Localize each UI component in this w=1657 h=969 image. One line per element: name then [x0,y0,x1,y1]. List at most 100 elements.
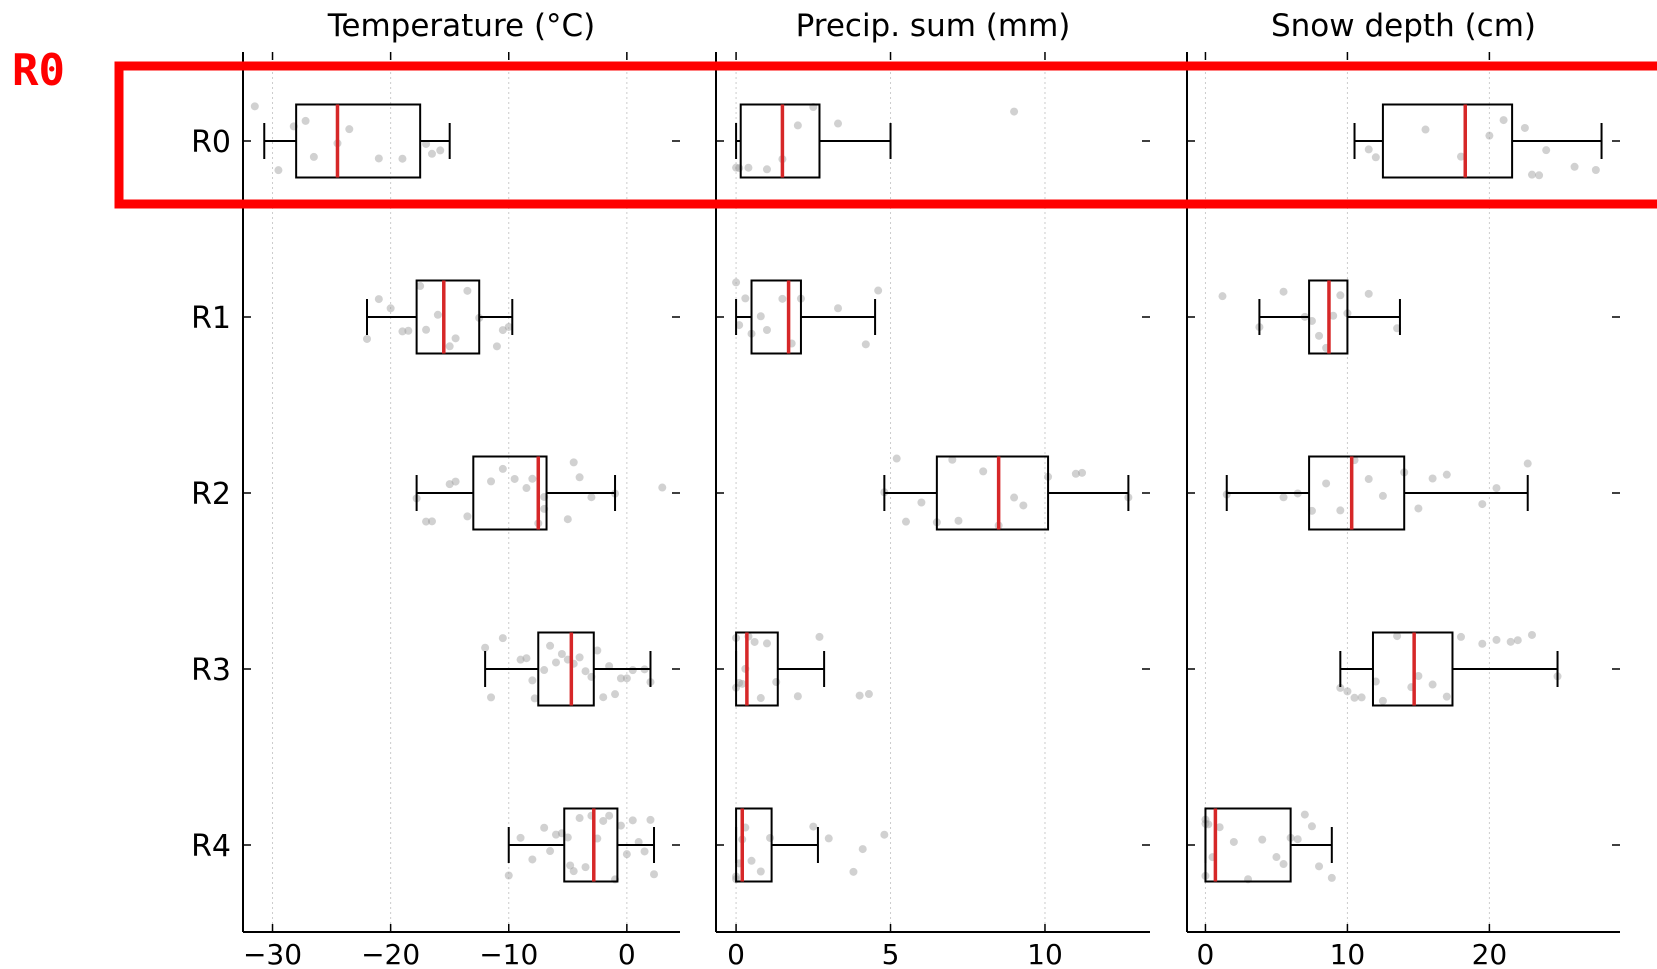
data-point [738,679,747,688]
data-point [1364,145,1373,154]
data-point [1078,468,1087,477]
data-point [463,512,472,521]
data-point [1414,504,1423,513]
x-tick-label: 0 [1197,938,1215,969]
data-point [735,678,744,687]
data-point [374,154,383,163]
data-point [1456,632,1465,641]
data-point [917,498,926,507]
data-point [492,342,501,351]
data-point [616,674,625,683]
data-point [1428,474,1437,483]
x-tick-label: 0 [727,938,745,969]
data-point [516,833,525,842]
data-point [551,658,560,667]
panel-2: 0 5 10 Precip. sum (mm) [715,8,1150,969]
highlight-label: R0 [12,45,65,96]
data-point [628,666,637,675]
data-point [855,691,864,700]
data-point [1378,696,1387,705]
data-point [530,694,539,703]
data-point [1570,162,1579,171]
data-point [1315,331,1324,340]
data-point [1542,146,1551,155]
data-point [540,666,549,675]
data-point [1520,123,1529,132]
data-point [1215,823,1224,832]
data-point [1506,637,1515,646]
data-point [504,871,513,880]
data-point [874,286,883,295]
data-point [880,830,889,839]
data-point [1428,680,1437,689]
data-point [1499,116,1508,125]
data-point [858,845,867,854]
highlight-box [114,61,1657,209]
data-point [1378,491,1387,500]
data-point [581,667,590,676]
iqr-box [563,807,619,883]
data-point [616,821,625,830]
data-point [363,334,372,343]
panel-3: 0 10 20 Snow depth (cm) [1186,8,1620,969]
data-point [611,690,620,699]
x-tick-label: −10 [479,938,538,969]
category-label: R1 [191,301,231,336]
x-tick-label: 20 [1472,938,1508,969]
iqr-box [750,279,802,355]
data-point [793,692,802,701]
x-tick-label: −20 [361,938,420,969]
data-point [1523,459,1532,468]
data-point [809,822,818,831]
data-point [1229,837,1238,846]
data-point [1336,291,1345,300]
iqr-box [537,631,595,707]
data-point [735,164,744,173]
data-point [374,295,383,304]
data-point [274,166,283,175]
iqr-box [735,631,779,707]
data-point [575,653,584,662]
data-point [747,856,756,865]
data-point [824,834,833,843]
data-point [640,847,649,856]
panel-title: Precip. sum (mm) [796,8,1071,44]
data-point [522,484,531,493]
data-point [1010,107,1019,116]
data-point [735,321,744,330]
data-point [741,294,750,303]
data-point [1279,860,1288,869]
data-point [834,119,843,128]
data-point [522,654,531,663]
data-point [1535,171,1544,180]
panel-title: Temperature (°C) [327,8,596,44]
data-point [557,649,566,658]
data-point [1421,125,1430,134]
iqr-box [472,455,548,531]
data-point [1218,292,1227,301]
data-point [646,815,655,824]
category-label: R4 [191,829,231,864]
data-point [481,643,490,652]
data-point [551,830,560,839]
data-point [510,474,519,483]
data-point [1329,311,1338,320]
data-point [750,637,759,646]
data-point [861,340,870,349]
data-point [772,678,781,687]
data-point [1019,501,1028,510]
iqr-box [1308,455,1406,531]
data-point [1485,131,1494,140]
data-point [1478,639,1487,648]
data-point [756,312,765,321]
data-point [546,641,555,650]
data-point [979,467,988,476]
data-point [398,327,407,336]
data-point [815,632,824,641]
x-tick-label: 10 [1330,938,1366,969]
data-point [1293,835,1302,844]
panel-title: Snow depth (cm) [1271,8,1536,44]
data-point [569,867,578,876]
data-point [575,473,584,482]
